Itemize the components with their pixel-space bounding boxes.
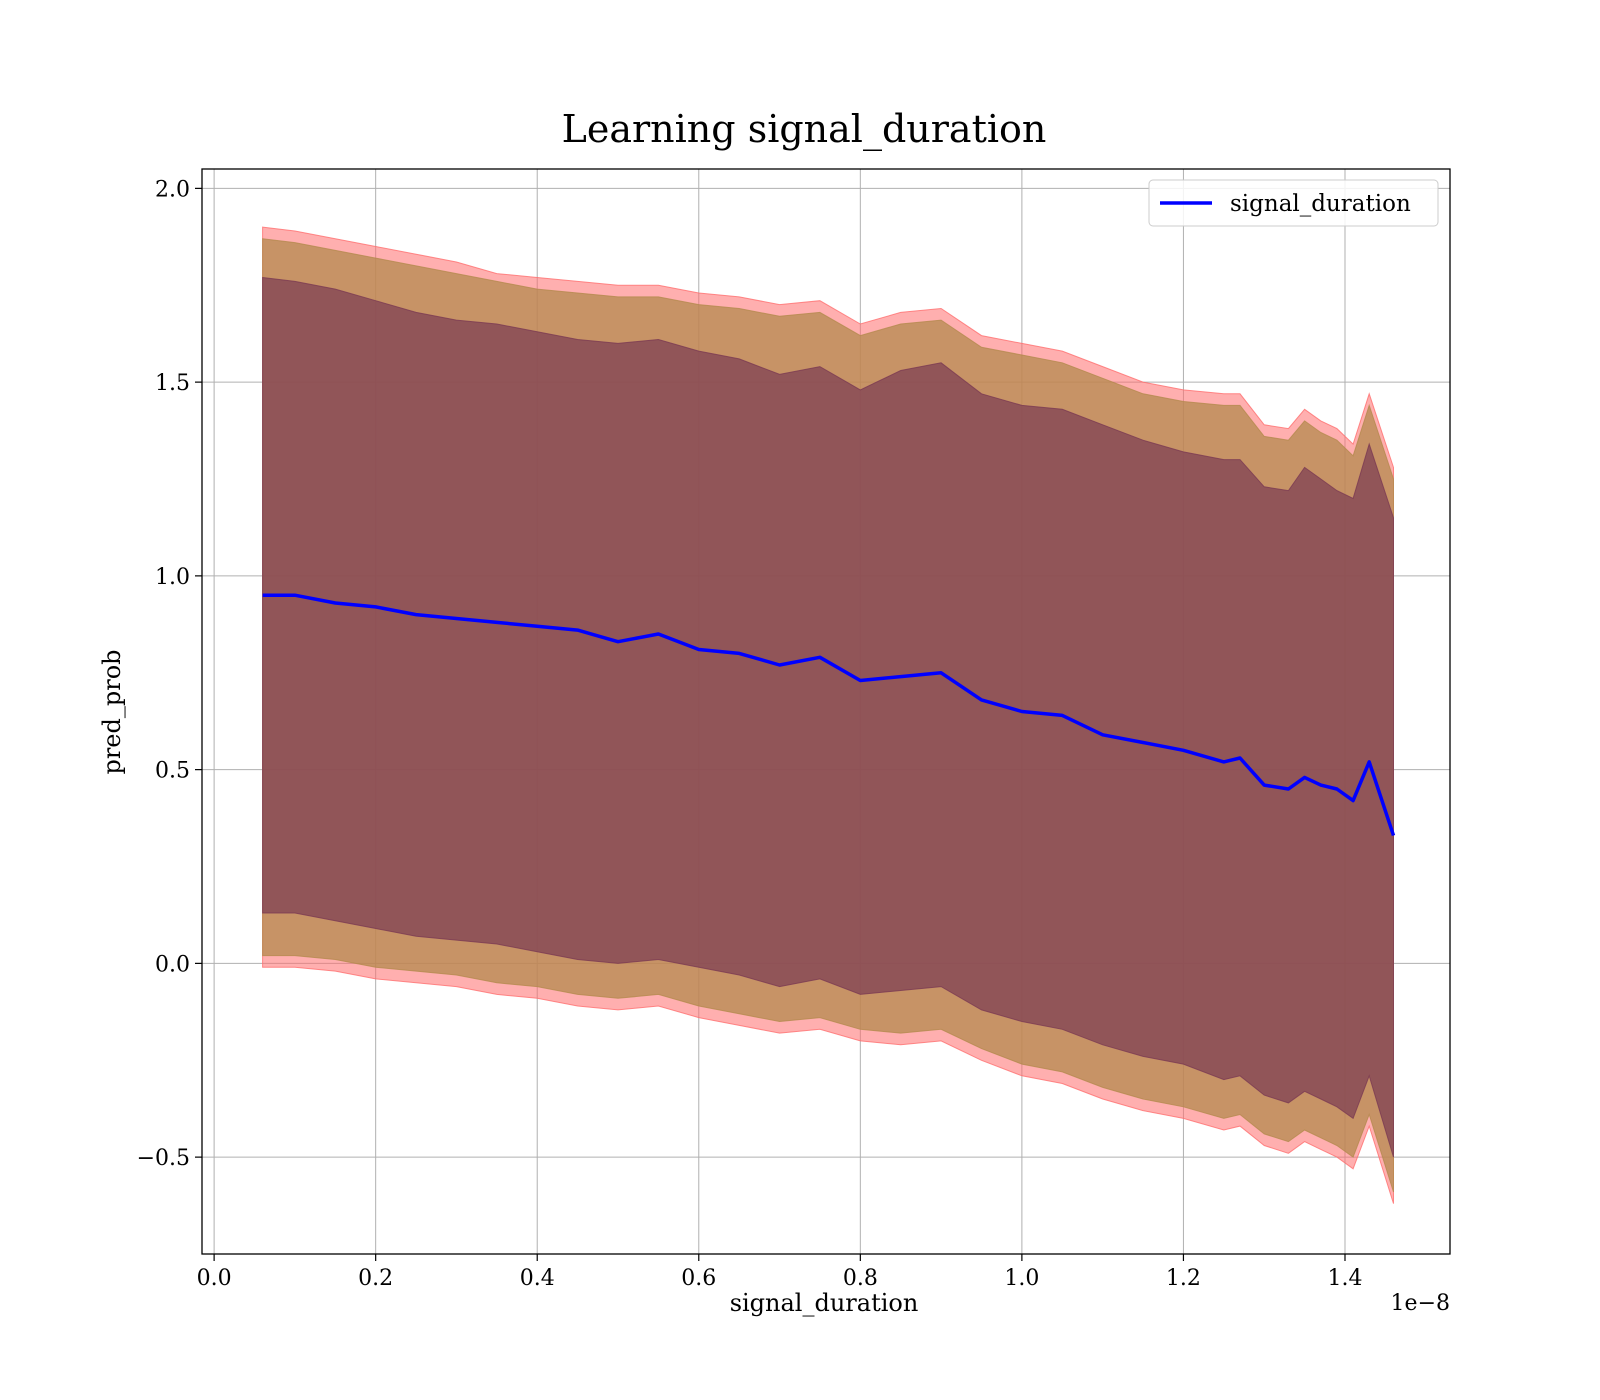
legend: signal_duration xyxy=(1148,179,1439,227)
x-tick-label: 1.0 xyxy=(1004,1266,1039,1291)
x-tick-label: 0.4 xyxy=(520,1266,555,1291)
confidence-bands xyxy=(262,226,1394,1204)
axis-ticks: 0.0 0.2 0.4 0.6 0.8 1.0 1.2 1.4 −0.5 0.0 0.5 1.0 1.5… xyxy=(137,177,1363,1291)
y-tick-label: 0.0 xyxy=(155,952,190,977)
legend-box xyxy=(1148,179,1439,227)
y-tick-label: 1.5 xyxy=(155,371,190,396)
x-tick-label: 0.6 xyxy=(681,1266,716,1291)
series-line xyxy=(262,593,1396,837)
x-tick-label: 0.8 xyxy=(843,1266,878,1291)
legend-entry-label: signal_duration xyxy=(1230,191,1411,217)
y-tick-label: 0.5 xyxy=(155,759,190,784)
x-tick-label: 0.2 xyxy=(358,1266,393,1291)
x-tick-label: 1.4 xyxy=(1327,1266,1362,1291)
x-axis-offset-label: 1e−8 xyxy=(1391,1291,1450,1316)
x-axis-label: signal_duration xyxy=(730,1289,919,1317)
y-tick-label: −0.5 xyxy=(137,1146,190,1171)
confidence-band-inner xyxy=(262,276,1394,1158)
x-tick-label: 1.2 xyxy=(1166,1266,1201,1291)
y-axis-label: pred_prob xyxy=(98,649,126,774)
y-tick-label: 2.0 xyxy=(155,177,190,202)
y-tick-label: 1.0 xyxy=(155,565,190,590)
series-lines xyxy=(262,593,1396,837)
chart-title: Learning signal_duration xyxy=(562,107,1047,152)
x-tick-label: 0.0 xyxy=(197,1266,232,1291)
plot-frame xyxy=(201,168,1451,1255)
